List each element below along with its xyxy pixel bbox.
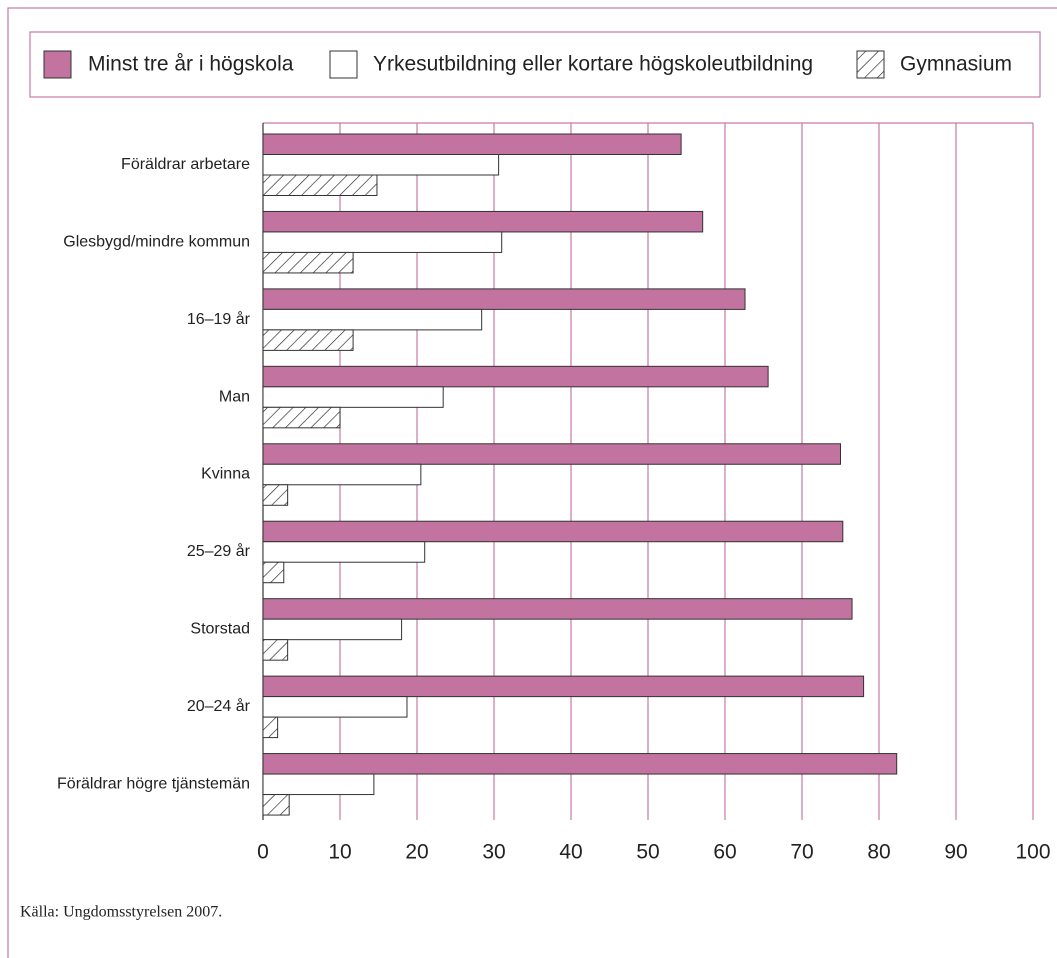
bar xyxy=(262,618,403,641)
x-tick-label: 30 xyxy=(482,841,505,864)
bar xyxy=(262,386,444,408)
bar xyxy=(262,753,898,775)
x-tick-label: 100 xyxy=(1015,841,1050,864)
bar xyxy=(262,308,483,331)
y-tick-label: 16–19 år xyxy=(187,310,251,328)
y-tick-label: Storstad xyxy=(190,621,250,638)
bar xyxy=(262,794,290,816)
y-tick-label: Föräldrar högre tjänstemän xyxy=(57,776,250,793)
bar xyxy=(262,288,746,310)
bar xyxy=(262,210,704,233)
bar xyxy=(262,251,354,274)
bar xyxy=(262,365,769,388)
bar xyxy=(262,154,500,176)
bar xyxy=(262,231,503,253)
legend-swatch xyxy=(856,50,885,79)
x-tick-label: 70 xyxy=(790,841,813,864)
x-tick-label: 20 xyxy=(405,841,428,864)
legend-label: Gymnasium xyxy=(900,53,1012,76)
bar xyxy=(262,675,865,698)
bar xyxy=(262,329,354,351)
legend-swatch xyxy=(329,50,358,79)
y-tick-label: 25–29 år xyxy=(187,542,251,560)
x-tick-label: 50 xyxy=(636,841,659,864)
bar xyxy=(262,484,289,506)
bar xyxy=(262,541,426,563)
x-tick-label: 10 xyxy=(328,841,351,864)
frame xyxy=(7,7,1057,958)
bar xyxy=(262,716,279,739)
bar xyxy=(262,174,378,196)
bar xyxy=(262,463,422,486)
bar xyxy=(262,773,375,796)
x-tick-label: 60 xyxy=(713,841,736,864)
y-tick-label: Kvinna xyxy=(201,466,250,483)
x-tick-label: 90 xyxy=(944,841,967,864)
bar xyxy=(262,598,853,620)
y-tick-label: 20–24 år xyxy=(187,697,251,715)
x-tick-label: 0 xyxy=(257,841,269,864)
bar xyxy=(262,639,289,661)
y-tick-label: Glesbygd/mindre kommun xyxy=(63,233,250,250)
bar xyxy=(262,443,841,465)
legend-box xyxy=(29,31,1041,98)
x-tick-label: 40 xyxy=(559,841,582,864)
bar xyxy=(262,520,844,543)
legend-swatch xyxy=(43,50,72,79)
bar xyxy=(262,696,408,718)
x-tick-label: 80 xyxy=(867,841,890,864)
source: Källa: Ungdomsstyrelsen 2007. xyxy=(20,904,222,921)
bar xyxy=(262,133,682,155)
bar xyxy=(262,561,285,584)
legend-label: Yrkesutbildning eller kortare högskoleut… xyxy=(373,53,813,76)
y-tick-label: Föräldrar arbetare xyxy=(121,156,250,173)
legend-label: Minst tre år i högskola xyxy=(88,53,294,76)
y-tick-label: Man xyxy=(219,388,250,405)
bar xyxy=(262,406,341,429)
